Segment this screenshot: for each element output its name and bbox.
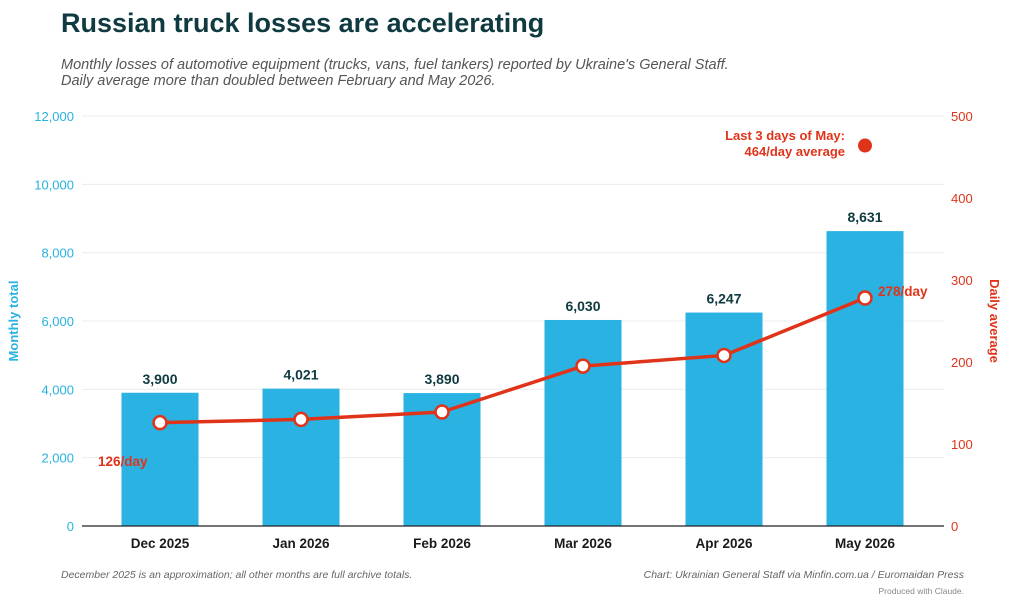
last-3-days-label-line-2: 464/day average [745,144,845,159]
last-point-label: 278/day [878,284,928,299]
right-axis-tick-label: 400 [951,191,973,206]
last-3-days-label-line-1: Last 3 days of May: [725,128,845,143]
left-axis-tick-label: 0 [67,519,74,534]
subtitle-line-1: Monthly losses of automotive equipment (… [61,57,729,73]
left-axis-tick-label: 8,000 [41,246,74,261]
x-axis-tick-label: Apr 2026 [695,536,753,551]
left-axis-tick-label: 6,000 [41,314,74,329]
bar [544,319,622,526]
left-axis-title: Monthly total [6,281,21,362]
bar-value-label: 4,021 [283,367,318,383]
chart-title: Russian truck losses are accelerating [61,8,545,38]
source-credit: Chart: Ukrainian General Staff via Minfi… [643,569,964,581]
chart-subtitle: Monthly losses of automotive equipment (… [61,57,961,89]
x-axis-tick-label: Dec 2025 [131,536,190,551]
last-3-days-point [858,138,872,153]
line-point [716,347,732,364]
x-axis-tick-label: Feb 2026 [413,536,471,551]
daily-average-line [158,296,867,425]
line-point [293,411,309,428]
bar [262,388,340,526]
bar [826,231,904,527]
line-point [857,290,873,306]
first-point-label: 126/day [98,454,148,469]
line-point [575,358,591,374]
left-axis-tick-label: 12,000 [34,109,74,124]
right-axis-title: Daily average [987,279,1002,363]
right-axis-tick-label: 300 [951,273,973,288]
x-axis-tick-label: Mar 2026 [554,536,612,551]
left-axis-tick-label: 2,000 [41,451,74,466]
produced-credit: Produced with Claude. [878,586,964,596]
footnote: December 2025 is an approximation; all o… [61,569,413,581]
x-axis-tick-label: Jan 2026 [272,536,330,551]
line-point [152,414,168,431]
bar-value-label: 8,631 [847,209,882,225]
x-axis-tick-label: May 2026 [835,536,896,551]
left-axis-tick-label: 4,000 [41,382,74,397]
bar-value-label: 6,030 [565,298,600,314]
right-axis-tick-label: 200 [951,355,973,370]
bar-value-label: 3,890 [424,371,459,387]
line-point [434,404,450,420]
bar-value-label: 6,247 [706,291,741,307]
bar-value-label: 3,900 [142,371,177,387]
right-axis-tick-label: 0 [951,519,958,534]
left-axis-tick-label: 10,000 [34,177,74,192]
right-axis-tick-label: 100 [951,437,973,452]
right-axis-tick-label: 500 [951,109,973,124]
subtitle-line-2: Daily average more than doubled between … [61,73,496,89]
